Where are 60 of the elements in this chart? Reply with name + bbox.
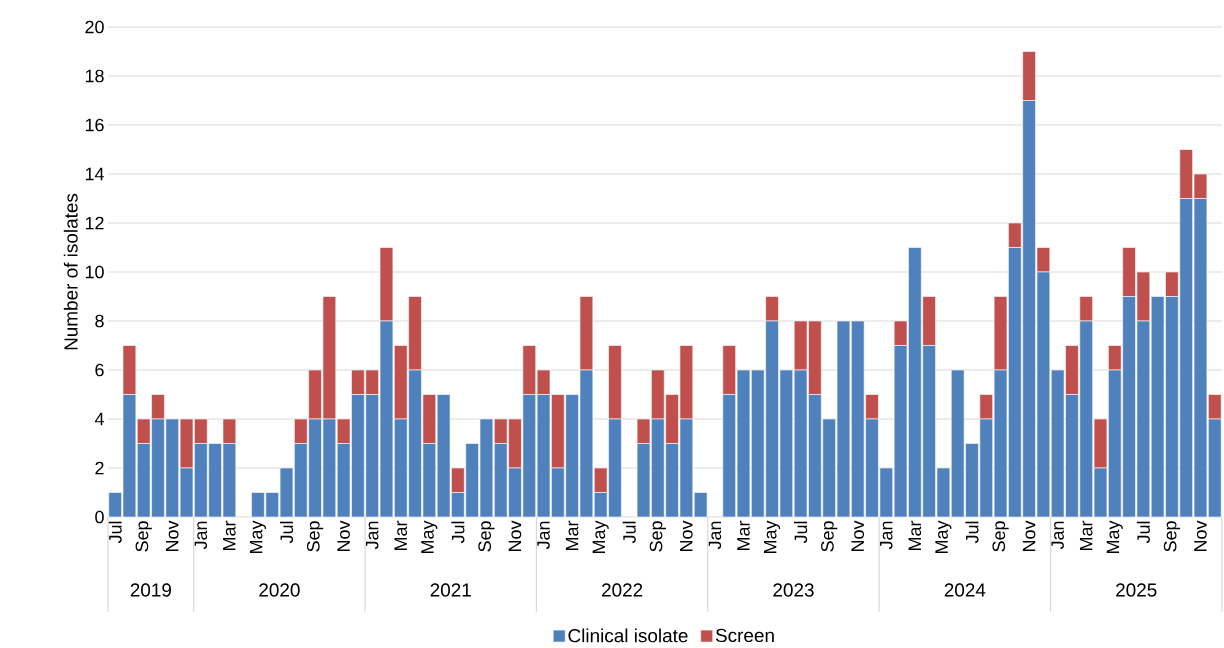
x-tick-label: Jan xyxy=(708,521,722,550)
x-tick-label: Nov xyxy=(1022,520,1036,552)
x-tick-label: Mar xyxy=(565,520,579,551)
x-tick-label: Mar xyxy=(908,520,922,551)
x-tick-label: Sep xyxy=(1163,521,1181,552)
x-tick-label: Mar xyxy=(737,520,750,551)
x-tick-label: Nov xyxy=(508,520,522,552)
x-tick-label: Jan xyxy=(365,521,379,550)
x-tick-label: Jan xyxy=(1051,521,1064,550)
y-tick-label: 0 xyxy=(95,510,104,524)
x-tick-label: Sep xyxy=(992,521,1009,552)
y-tick-label: 10 xyxy=(85,265,104,279)
x-tick-label: Jul xyxy=(1136,521,1150,544)
x-tick-label: Sep xyxy=(478,521,495,552)
y-tick-label: 18 xyxy=(85,69,104,83)
x-tick-label: Jul xyxy=(108,521,122,544)
x-tick-label: May xyxy=(1106,520,1123,554)
legend-label: Clinical isolate xyxy=(568,628,688,643)
text: 2023 xyxy=(773,583,814,597)
y-tick-label: 16 xyxy=(85,118,104,132)
x-tick-label: Jul xyxy=(794,521,808,544)
text: 2022 xyxy=(602,583,643,597)
y-tick-label: 2 xyxy=(95,461,104,475)
x-tick-label: Jul xyxy=(451,521,465,544)
y-axis-title: Number of isolates xyxy=(63,193,78,350)
x-tick-label: Sep xyxy=(306,521,324,552)
x-tick-label: Nov xyxy=(680,520,693,552)
text: 2021 xyxy=(430,583,471,597)
x-tick-label: Nov xyxy=(1194,520,1207,552)
x-tick-label: Sep xyxy=(821,521,838,552)
x-tick-label: Nov xyxy=(166,520,179,552)
x-tick-label: Mar xyxy=(223,520,236,551)
text: 2025 xyxy=(1116,583,1157,597)
x-tick-label: May xyxy=(935,520,952,554)
legend-label: Screen xyxy=(715,628,774,643)
y-tick-label: 4 xyxy=(94,413,104,426)
x-tick-label: May xyxy=(764,520,781,554)
y-tick-label: 14 xyxy=(85,167,104,181)
x-tick-label: Mar xyxy=(394,520,408,551)
text: 2024 xyxy=(944,583,986,597)
x-tick-label: Nov xyxy=(337,520,350,552)
x-tick-label: Jul xyxy=(965,521,979,544)
x-tick-label: Jan xyxy=(880,521,893,550)
x-tick-label: May xyxy=(592,520,609,554)
y-tick-label: 20 xyxy=(85,20,104,34)
y-tick-label: 6 xyxy=(95,363,104,377)
y-tick-label: 12 xyxy=(85,216,104,230)
x-tick-label: Mar xyxy=(1079,520,1093,551)
x-tick-label: Jan xyxy=(194,521,208,550)
x-tick-label: Jan xyxy=(537,521,550,550)
text: 2019 xyxy=(130,583,171,597)
x-tick-label: Sep xyxy=(135,521,152,552)
x-tick-label: May xyxy=(249,520,266,554)
x-tick-label: Sep xyxy=(649,521,666,552)
x-tick-label: May xyxy=(421,520,438,554)
x-tick-label: Nov xyxy=(851,520,864,552)
x-tick-label: Jul xyxy=(279,521,294,544)
text: 2020 xyxy=(259,583,300,597)
y-tick-label: 8 xyxy=(95,314,104,328)
x-tick-label: Jul xyxy=(622,521,636,544)
